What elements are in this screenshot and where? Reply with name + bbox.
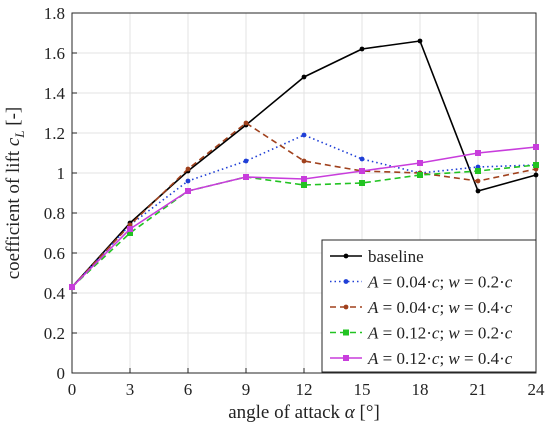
- legend-marker: [343, 329, 349, 336]
- y-tick-label: 0: [57, 364, 66, 383]
- data-point: [359, 156, 365, 162]
- data-point: [475, 150, 481, 156]
- x-tick-label: 3: [126, 380, 135, 399]
- data-point: [417, 172, 423, 178]
- x-tick-label: 21: [470, 380, 487, 399]
- x-tick-label: 18: [412, 380, 429, 399]
- x-tick-label: 9: [242, 380, 251, 399]
- data-point: [533, 172, 539, 178]
- data-point: [301, 182, 307, 188]
- x-tick-label: 0: [68, 380, 77, 399]
- data-point: [301, 132, 307, 138]
- data-point: [417, 160, 423, 166]
- series-5: [69, 144, 539, 290]
- data-point: [185, 188, 191, 194]
- data-point: [417, 38, 423, 44]
- data-point: [475, 188, 481, 194]
- data-point: [69, 284, 75, 290]
- data-point: [359, 168, 365, 174]
- data-point: [533, 144, 539, 150]
- x-tick-label: 6: [184, 380, 193, 399]
- data-point: [359, 46, 365, 52]
- legend-marker: [343, 355, 349, 361]
- legend: baseline A = 0.04·c; w = 0.2·c A = 0.04·c;…: [321, 239, 537, 373]
- legend-marker: [343, 304, 349, 310]
- y-tick-label: 0.6: [44, 244, 65, 263]
- y-tick-label: 1: [57, 164, 66, 183]
- legend-label: A = 0.04·c; w = 0.2·c: [367, 273, 513, 292]
- legend-label: A = 0.04·c; w = 0.4·c: [367, 298, 513, 317]
- data-point: [301, 158, 307, 164]
- legend-item: baseline: [330, 247, 424, 266]
- legend-label: A = 0.12·c; w = 0.4·c: [367, 349, 513, 368]
- data-point: [243, 120, 249, 126]
- legend-item: A = 0.12·c; w = 0.2·c: [330, 324, 513, 343]
- legend-marker: [343, 253, 349, 259]
- data-point: [127, 230, 133, 236]
- data-point: [475, 168, 481, 174]
- y-tick-label: 0.8: [44, 204, 65, 223]
- data-point: [301, 74, 307, 80]
- data-point: [533, 162, 539, 168]
- data-point: [243, 158, 249, 164]
- data-point: [359, 180, 365, 186]
- legend-item: A = 0.04·c; w = 0.2·c: [330, 273, 513, 292]
- y-tick-label: 1.2: [44, 124, 65, 143]
- data-point: [185, 178, 191, 184]
- legend-item: A = 0.12·c; w = 0.4·c: [330, 349, 513, 368]
- x-tick-label: 15: [354, 380, 371, 399]
- series-line: [71, 134, 537, 288]
- y-tick-label: 1.8: [44, 4, 65, 23]
- y-tick-label: 1.6: [44, 44, 65, 63]
- data-point: [127, 226, 133, 232]
- legend-label: baseline: [368, 247, 424, 266]
- legend-label: A = 0.12·c; w = 0.2·c: [367, 324, 513, 343]
- series-group: [69, 38, 539, 290]
- data-point: [243, 174, 249, 180]
- series-line: [71, 164, 537, 288]
- legend-box: [321, 239, 537, 373]
- legend-item: A = 0.04·c; w = 0.4·c: [330, 298, 513, 317]
- y-tick-label: 0.2: [44, 324, 65, 343]
- data-point: [475, 178, 481, 184]
- legend-marker: [343, 279, 349, 284]
- x-axis-title: angle of attack α [°]: [228, 402, 380, 423]
- data-point: [185, 166, 191, 172]
- axis-ticks: 0 3 6 9 12 15 18 21 24 0 0.2 0.4 0.6 0.8 1 1.2 1.4 1.6 1.8: [44, 4, 545, 399]
- y-tick-label: 0.4: [44, 284, 66, 303]
- data-point: [301, 176, 307, 182]
- x-tick-label: 12: [296, 380, 313, 399]
- y-tick-label: 1.4: [44, 84, 66, 103]
- x-tick-label: 24: [528, 380, 546, 399]
- series-line: [71, 122, 537, 288]
